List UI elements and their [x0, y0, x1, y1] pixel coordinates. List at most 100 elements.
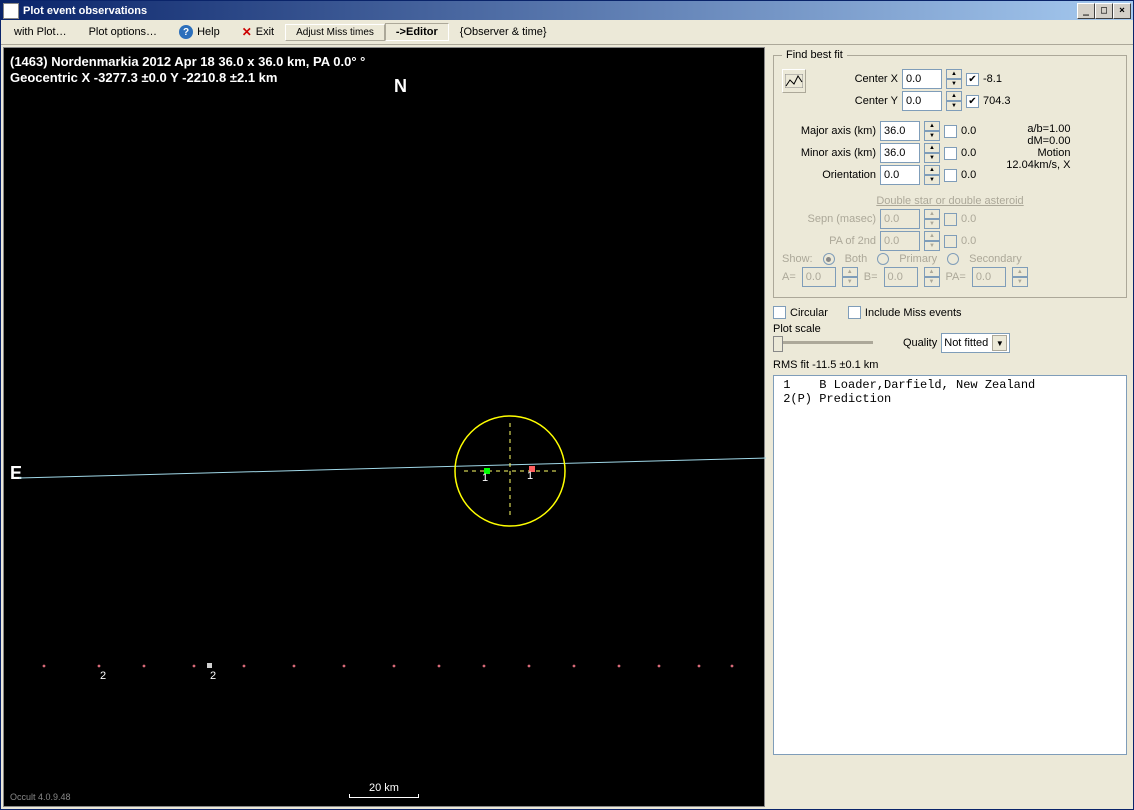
orient-fit-value: 0.0 — [961, 169, 976, 181]
double-star-link[interactable]: Double star or double asteroid — [876, 195, 1023, 207]
centerx-spinner[interactable]: ▲▼ — [946, 69, 962, 89]
centery-spinner[interactable]: ▲▼ — [946, 91, 962, 111]
scale-bar: 20 km — [349, 782, 419, 798]
centery-input[interactable]: 0.0 — [902, 91, 942, 111]
list-item[interactable]: 1 B Loader,Darfield, New Zealand — [776, 378, 1124, 392]
list-item[interactable]: 2(P) Prediction — [776, 392, 1124, 406]
pa-label: PA= — [946, 271, 966, 283]
fit-icon-button[interactable] — [782, 69, 806, 93]
plot-canvas[interactable]: (1463) Nordenmarkia 2012 Apr 18 36.0 x 3… — [3, 47, 765, 807]
show-secondary-radio — [947, 253, 959, 265]
adjust-miss-button[interactable]: Adjust Miss times — [285, 24, 385, 41]
pred-label-2a: 2 — [100, 670, 106, 682]
close-button[interactable]: × — [1113, 3, 1131, 19]
pa2-input: 0.0 — [880, 231, 920, 251]
window-controls: _ □ × — [1077, 3, 1131, 19]
chart-icon — [785, 74, 803, 88]
a-input: 0.0 — [802, 267, 836, 287]
with-plot-button[interactable]: with Plot… — [3, 22, 78, 42]
chevron-down-icon: ▼ — [992, 335, 1007, 351]
major-spinner[interactable]: ▲▼ — [924, 121, 940, 141]
show-primary-radio — [877, 253, 889, 265]
plot-scale-label: Plot scale — [773, 323, 873, 335]
pred-label-2b: 2 — [210, 670, 216, 682]
group-legend: Find best fit — [782, 49, 847, 61]
pa2-check — [944, 235, 957, 248]
sepn-spinner: ▲▼ — [924, 209, 940, 229]
motion-value: 12.04km/s, X — [1006, 159, 1070, 171]
centery-label: Center Y — [814, 95, 898, 107]
major-check[interactable] — [944, 125, 957, 138]
centerx-fit-value: -8.1 — [983, 73, 1002, 85]
show-both-label: Both — [845, 253, 868, 265]
orient-spinner[interactable]: ▲▼ — [924, 165, 940, 185]
b-label: B= — [864, 271, 878, 283]
minor-input[interactable]: 36.0 — [880, 143, 920, 163]
side-panel: Find best fit Center X 0.0 ▲▼ ✔ - — [767, 45, 1133, 809]
centerx-check[interactable]: ✔ — [966, 73, 979, 86]
toolbar: with Plot… Plot options… ?Help ✕ Exit Adj… — [1, 20, 1133, 45]
include-miss-label: Include Miss events — [865, 307, 962, 319]
exit-button[interactable]: ✕ Exit — [231, 21, 285, 43]
orient-label: Orientation — [782, 169, 876, 181]
observations-list[interactable]: 1 B Loader,Darfield, New Zealand 2(P) Pr… — [773, 375, 1127, 755]
b-input: 0.0 — [884, 267, 918, 287]
dm-value: dM=0.00 — [1006, 135, 1070, 147]
rms-label: RMS fit -11.5 ±0.1 km — [773, 359, 1127, 371]
exit-icon: ✕ — [242, 25, 252, 39]
chord-label-1b: 1 — [527, 470, 533, 482]
include-miss-check[interactable] — [848, 306, 861, 319]
help-label: Help — [197, 26, 220, 38]
maximize-button[interactable]: □ — [1095, 3, 1113, 19]
find-best-fit-group: Find best fit Center X 0.0 ▲▼ ✔ - — [773, 49, 1127, 298]
orient-input[interactable]: 0.0 — [880, 165, 920, 185]
sepn-label: Sepn (masec) — [782, 213, 876, 225]
help-button[interactable]: ?Help — [168, 21, 231, 43]
centerx-label: Center X — [814, 73, 898, 85]
titlebar: Plot event observations _ □ × — [1, 1, 1133, 20]
centerx-input[interactable]: 0.0 — [902, 69, 942, 89]
orient-check[interactable] — [944, 169, 957, 182]
motion-label: Motion — [1006, 147, 1070, 159]
plot-scale-slider[interactable] — [773, 341, 873, 344]
show-label: Show: — [782, 253, 813, 265]
minor-fit-value: 0.0 — [961, 147, 976, 159]
version-label: Occult 4.0.9.48 — [10, 792, 71, 802]
show-primary-label: Primary — [899, 253, 937, 265]
window-title: Plot event observations — [23, 5, 1077, 17]
circular-check[interactable] — [773, 306, 786, 319]
editor-button[interactable]: ->Editor — [385, 23, 449, 41]
chord-label-1a: 1 — [482, 472, 488, 484]
a-label: A= — [782, 271, 796, 283]
pa2-label: PA of 2nd — [782, 235, 876, 247]
pa2-fit-value: 0.0 — [961, 235, 976, 247]
major-input[interactable]: 36.0 — [880, 121, 920, 141]
a-spinner: ▲▼ — [842, 267, 858, 287]
exit-label: Exit — [256, 26, 274, 38]
pa2-spinner: ▲▼ — [924, 231, 940, 251]
ab-ratio: a/b=1.00 — [1006, 123, 1070, 135]
major-fit-value: 0.0 — [961, 125, 976, 137]
sepn-fit-value: 0.0 — [961, 213, 976, 225]
minimize-button[interactable]: _ — [1077, 3, 1095, 19]
plot-svg — [4, 48, 766, 808]
pa-spinner: ▲▼ — [1012, 267, 1028, 287]
minor-check[interactable] — [944, 147, 957, 160]
sepn-input: 0.0 — [880, 209, 920, 229]
b-spinner: ▲▼ — [924, 267, 940, 287]
sepn-check — [944, 213, 957, 226]
major-label: Major axis (km) — [782, 125, 876, 137]
show-both-radio — [823, 253, 835, 265]
centery-fit-value: 704.3 — [983, 95, 1011, 107]
app-window: Plot event observations _ □ × with Plot…… — [0, 0, 1134, 810]
show-secondary-label: Secondary — [969, 253, 1022, 265]
minor-spinner[interactable]: ▲▼ — [924, 143, 940, 163]
pa-input: 0.0 — [972, 267, 1006, 287]
content-area: (1463) Nordenmarkia 2012 Apr 18 36.0 x 3… — [1, 45, 1133, 809]
plot-options-button[interactable]: Plot options… — [78, 22, 168, 42]
centery-check[interactable]: ✔ — [966, 95, 979, 108]
quality-select[interactable]: Not fitted ▼ — [941, 333, 1010, 353]
observer-time-button[interactable]: {Observer & time} — [449, 22, 558, 42]
scale-label: 20 km — [369, 782, 399, 794]
quality-label: Quality — [903, 337, 937, 349]
